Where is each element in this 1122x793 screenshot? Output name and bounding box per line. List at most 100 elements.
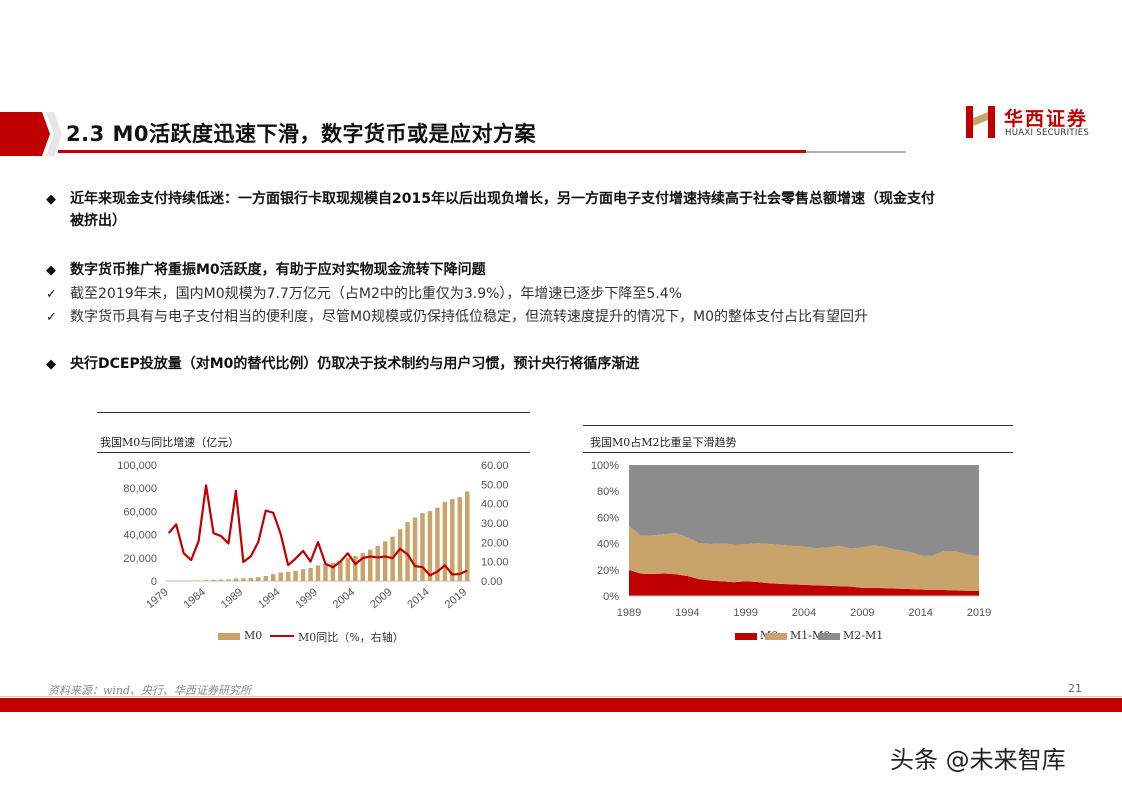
chart2-svg: 100% 80% 60% 40% 20% 0% 1989 1994 1999 2004 2009 20… xyxy=(591,460,991,619)
legend-m0-yoy-swatch xyxy=(270,635,294,637)
huaxi-logo-icon xyxy=(966,106,995,138)
chart1-bar-m0 xyxy=(315,565,321,581)
chart1-bar-m0 xyxy=(412,517,418,581)
chart1-bar-m0 xyxy=(382,541,388,581)
chart2-area-m0 xyxy=(629,570,979,596)
chart1-bar-m0 xyxy=(263,575,268,581)
chart1-y-right-tick: 50.00 xyxy=(481,479,509,491)
chart1-bar-m0 xyxy=(248,577,254,581)
chart1-bar-m0 xyxy=(368,549,373,581)
chart1-top-rule xyxy=(97,412,530,413)
chart1-x-tick: 2009 xyxy=(368,586,394,611)
chart1-x-tick: 2014 xyxy=(405,586,431,611)
check-bullet-icon: ✓ xyxy=(46,287,57,302)
chart2-x-tick: 1989 xyxy=(617,607,641,619)
chart2-y-tick: 100% xyxy=(591,460,619,472)
diamond-bullet-icon: ◆ xyxy=(46,192,56,207)
chart1-bar-m0 xyxy=(360,553,366,581)
legend-m0-area-swatch xyxy=(735,633,757,640)
chart1-x-tick: 1989 xyxy=(219,586,245,611)
chart1-bar-m0 xyxy=(465,491,470,581)
chart2-title: 我国M0占M2比重呈下滑趋势 xyxy=(590,436,737,449)
chart1-y-left-tick: 100,000 xyxy=(117,460,157,472)
chart2-x-tick: 2014 xyxy=(908,607,932,619)
check-1-text: 截至2019年末，国内M0规模为7.7万亿元（占M2中的比重仅为3.9%），年增… xyxy=(70,286,682,302)
check-2: ✓ xyxy=(46,306,57,329)
chart1-y-right-tick: 10.00 xyxy=(481,557,509,569)
chart1-x-tick: 1979 xyxy=(144,586,170,611)
chart1-x-tick: 2004 xyxy=(331,586,357,611)
watermark-text: 头条 @未来智库 xyxy=(890,746,1066,774)
chart1-y-left-tick: 60,000 xyxy=(123,506,157,518)
legend-m0-swatch xyxy=(218,633,240,640)
chart1-bar-m0 xyxy=(353,556,358,581)
chart2-y-tick: 20% xyxy=(597,565,619,577)
chart1-bar-m0 xyxy=(241,578,246,581)
chart1-bar-m0 xyxy=(457,497,463,581)
chart1-y-right-tick: 20.00 xyxy=(481,537,509,549)
bullet-1-text-cont: 被挤出） xyxy=(70,213,126,229)
chart1-bar-m0 xyxy=(233,578,239,581)
chart2-x-tick: 2019 xyxy=(967,607,991,619)
chart1-bar-m0 xyxy=(375,545,380,581)
chart1-y-right-tick: 60.00 xyxy=(481,460,509,472)
chart1-bar-m0 xyxy=(188,580,194,581)
chart1-bar-m0 xyxy=(323,564,328,581)
chart1-bar-m0 xyxy=(256,577,261,581)
chart1-bar-m0 xyxy=(442,501,448,581)
chart2-top-rule xyxy=(583,425,1013,426)
chart1-bar-m0 xyxy=(345,558,351,581)
chart2-y-tick: 0% xyxy=(603,591,619,603)
bullet-1: ◆ xyxy=(46,188,56,211)
logo-cn-text: 华西证券 xyxy=(1004,108,1089,130)
chart2-x-tick: 1994 xyxy=(675,607,699,619)
chart1-bar-m0 xyxy=(285,571,291,581)
chart1-title-rule xyxy=(97,452,530,453)
chart1-bar-m0 xyxy=(196,580,201,581)
check-2-text: 数字货币具有与电子支付相当的便利度，尽管M0规模或仍保持低位稳定，但流转速度提升… xyxy=(70,309,868,325)
chart1-bar-m0 xyxy=(450,499,455,581)
chart1-y-left-tick: 40,000 xyxy=(123,530,157,542)
check-bullet-icon: ✓ xyxy=(46,310,57,325)
legend-m2m1-swatch xyxy=(818,633,840,640)
chart1-title: 我国M0与同比增速（亿元） xyxy=(100,436,240,449)
chart1-y-right-tick: 30.00 xyxy=(481,518,509,530)
bullet-1-text: 近年来现金支付持续低迷：一方面银行卡取现规模自2015年以后出现负增长，另一方面… xyxy=(70,191,935,207)
page-title: 2.3 M0活跃度迅速下滑，数字货币或是应对方案 xyxy=(66,122,537,146)
chart2-title-rule xyxy=(583,452,1013,453)
chart1-bar-m0 xyxy=(278,572,283,581)
chart1-line-m0-yoy xyxy=(167,484,468,577)
chart1-svg: 100,000 80,000 60,000 40,000 20,000 0 60.00 50.… xyxy=(117,460,509,611)
chart1-y-left-tick: 20,000 xyxy=(123,553,157,565)
bullet-2: ◆ xyxy=(46,259,56,282)
page-number: 21 xyxy=(1068,682,1082,695)
chart2-area-m1-m0 xyxy=(629,525,979,591)
chart1-x-tick: 2019 xyxy=(443,586,469,611)
chart1-bar-m0 xyxy=(435,507,440,581)
bullet-3: ◆ xyxy=(46,353,56,376)
chart2-y-tick: 60% xyxy=(597,512,619,524)
legend-m1m0-swatch xyxy=(765,633,787,640)
chart1-bar-m0 xyxy=(427,511,433,581)
check-1: ✓ xyxy=(46,283,57,306)
title-banner xyxy=(0,112,62,156)
chart1-bar-m0 xyxy=(203,580,209,581)
chart1-bar-m0 xyxy=(338,560,343,581)
chart1-x-tick: 1984 xyxy=(182,586,208,611)
footer-red-band xyxy=(0,698,1122,712)
chart2-area-m2-m1 xyxy=(629,465,979,557)
bullet-2-text: 数字货币推广将重振M0活跃度，有助于应对实物现金流转下降问题 xyxy=(70,262,486,278)
chart1-bar-m0 xyxy=(270,574,276,581)
chart2-x-tick: 1999 xyxy=(733,607,757,619)
chart1-bar-m0 xyxy=(218,579,224,581)
chart1-bar-m0 xyxy=(300,569,306,581)
chart1-bar-m0 xyxy=(226,579,231,581)
bullet-3-text: 央行DCEP投放量（对M0的替代比例）仍取决于技术制约与用户习惯，预计央行将循序… xyxy=(70,356,640,372)
chart1-bar-m0 xyxy=(211,579,216,581)
diamond-bullet-icon: ◆ xyxy=(46,263,56,278)
chart1-y-left-tick: 80,000 xyxy=(123,483,157,495)
chart1-x-tick: 1999 xyxy=(293,586,319,611)
logo-en-text: HUAXI SECURITIES xyxy=(1005,128,1090,138)
chart1-bar-m0 xyxy=(330,562,336,581)
legend-m0-yoy-label: M0同比（%，右轴） xyxy=(298,631,404,644)
